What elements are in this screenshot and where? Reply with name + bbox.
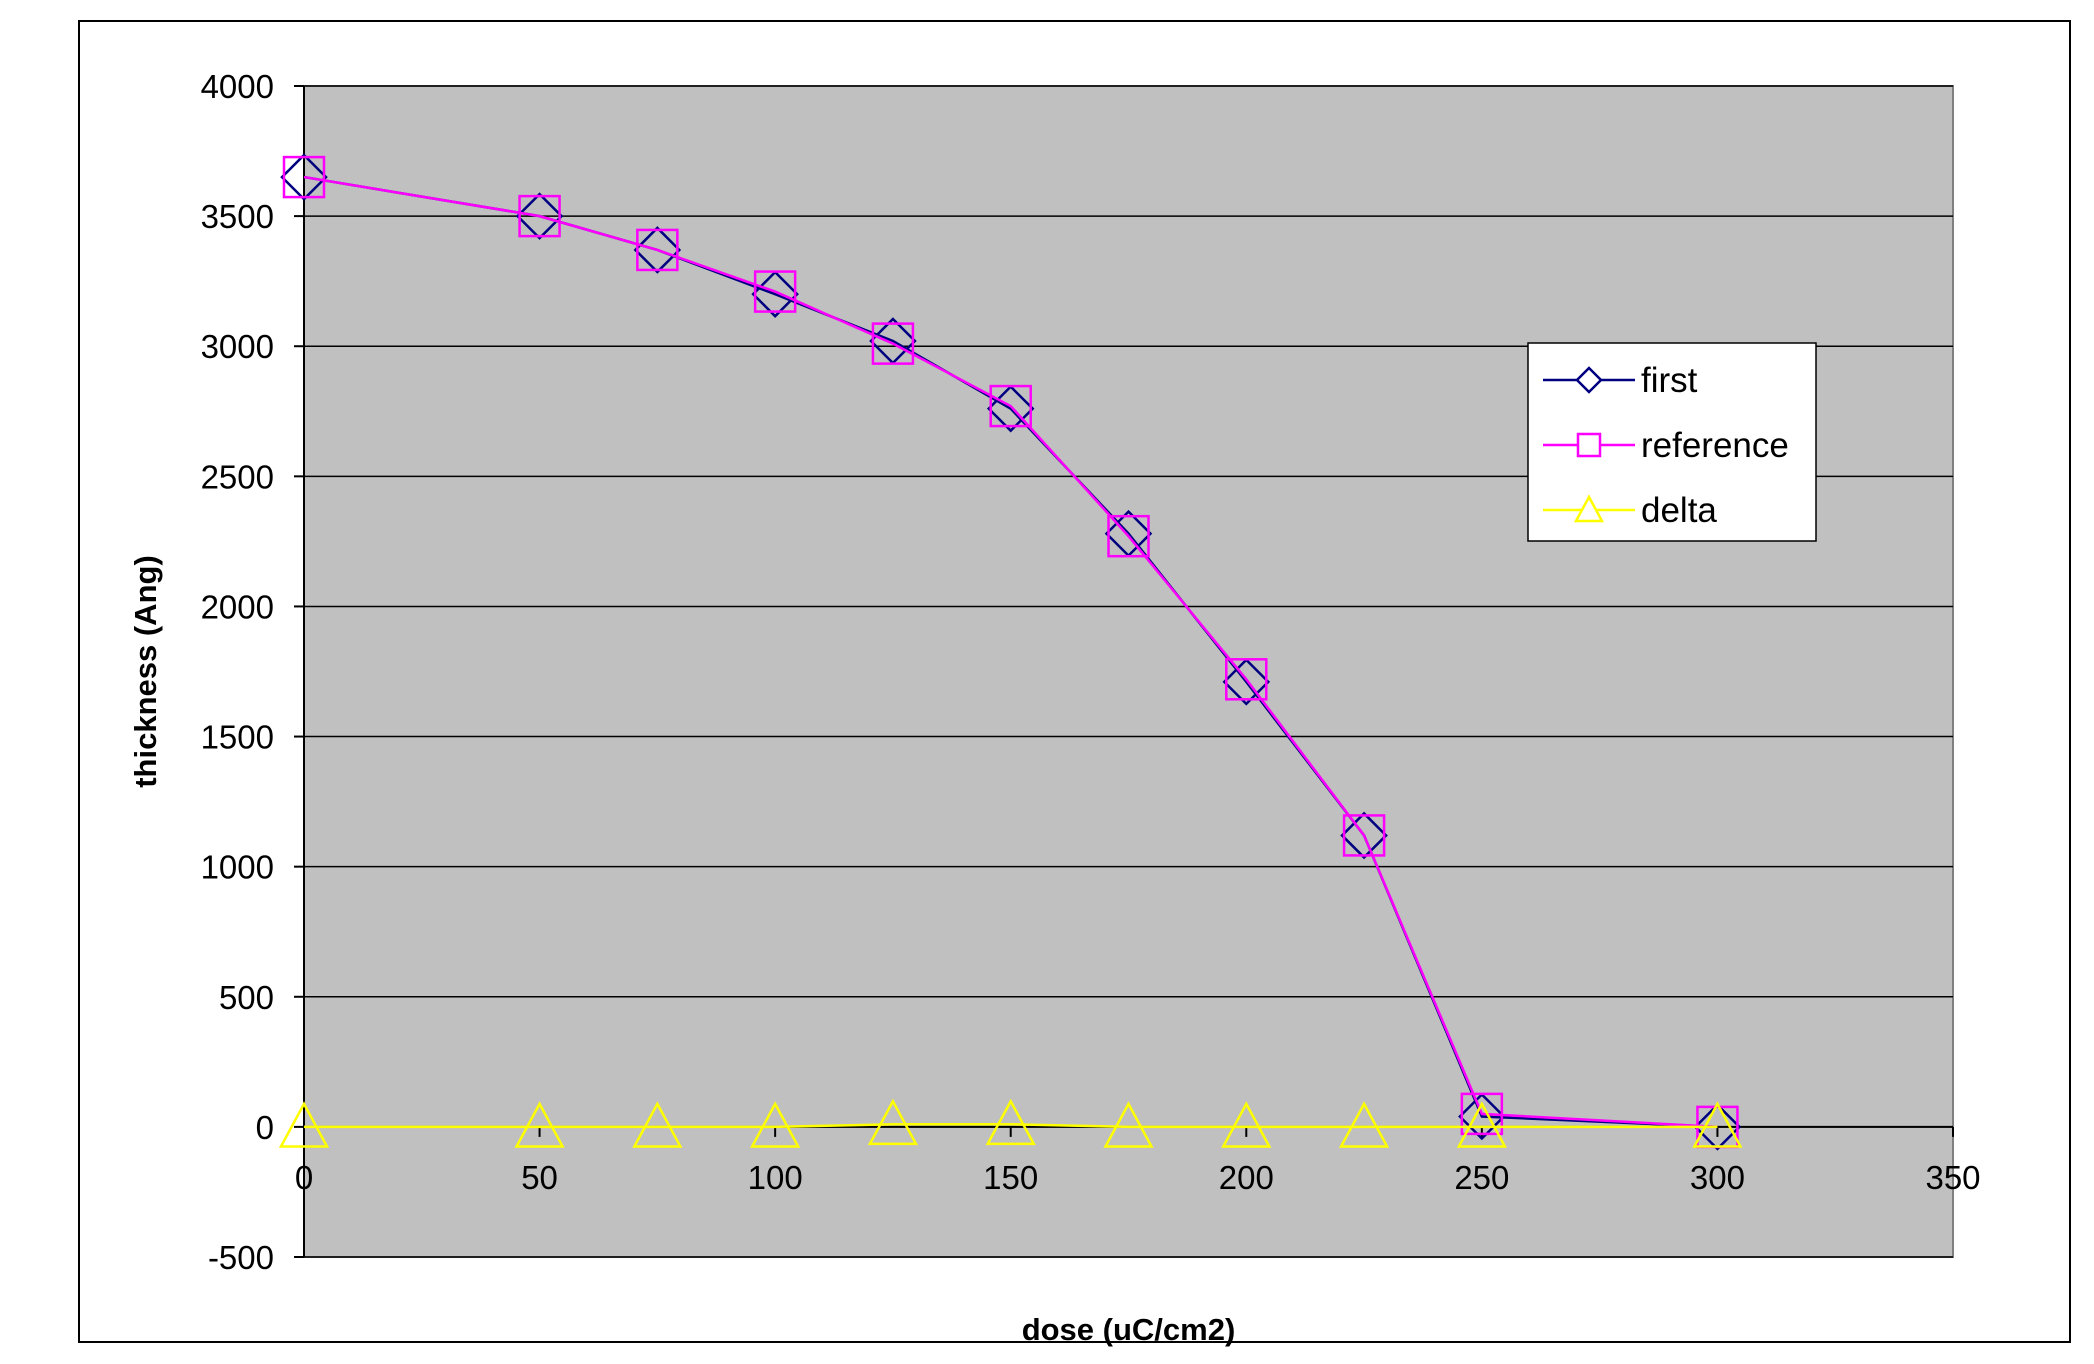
data-point-first	[1340, 811, 1388, 860]
series-line-delta	[304, 1123, 1718, 1129]
x-tick-label: 50	[521, 1159, 558, 1196]
data-point-first	[633, 226, 682, 274]
y-tick-label: 2000	[201, 588, 274, 625]
data-point-first	[1458, 1092, 1506, 1141]
y-tick-label: 1000	[201, 849, 274, 886]
axes: -500 0 500 1000 1500 2000 2500 3000 3500 4000 0 50 1…	[201, 68, 1981, 1276]
legend-box	[1527, 342, 1817, 542]
legend-item-reference: reference	[1543, 426, 1789, 465]
series-delta	[278, 1098, 1743, 1148]
data-point-reference	[518, 194, 561, 238]
legend: first reference delta	[1527, 342, 1817, 542]
y-tick-label: 2500	[201, 458, 274, 495]
data-point-reference	[1460, 1092, 1504, 1136]
x-tick-label: 200	[1219, 1159, 1274, 1196]
data-point-first	[280, 153, 328, 201]
legend-label: first	[1641, 361, 1698, 400]
data-point-reference	[636, 228, 679, 272]
data-point-delta	[750, 1101, 801, 1148]
y-tick-label: 1500	[201, 719, 274, 756]
x-tick-label: 0	[295, 1159, 313, 1196]
series-layer	[278, 153, 1743, 1151]
data-point-delta	[278, 1101, 330, 1148]
x-axis-title: dose (uC/cm2)	[1022, 1312, 1236, 1347]
x-tick-label: 300	[1690, 1159, 1745, 1196]
legend-label: reference	[1641, 426, 1789, 465]
data-point-delta	[1221, 1101, 1272, 1148]
legend-item-first: first	[1543, 361, 1698, 400]
data-point-delta	[867, 1098, 919, 1146]
data-point-reference	[871, 322, 915, 365]
y-tick-label: 3500	[201, 198, 274, 235]
data-point-delta	[632, 1101, 683, 1148]
y-axis-title: thickness (Ang)	[128, 555, 163, 788]
y-tick-label: 500	[219, 979, 274, 1016]
x-tick-label: 150	[983, 1159, 1038, 1196]
data-point-delta	[1338, 1101, 1390, 1148]
series-line-reference	[303, 175, 1718, 1129]
legend-label: delta	[1641, 491, 1717, 530]
data-point-delta	[985, 1098, 1036, 1146]
data-point-first	[986, 384, 1035, 433]
data-point-first	[1693, 1103, 1742, 1151]
data-point-delta	[514, 1101, 565, 1148]
x-tick-label: 100	[748, 1159, 803, 1196]
x-tick-label: 350	[1925, 1159, 1980, 1196]
legend-marker-triangle	[1573, 494, 1605, 523]
data-point-first	[1222, 658, 1271, 706]
data-point-reference	[1342, 814, 1386, 857]
data-point-delta	[1456, 1101, 1507, 1148]
data-point-delta	[1103, 1101, 1154, 1148]
plot-area	[303, 85, 1954, 1258]
data-point-reference	[1107, 514, 1150, 558]
legend-item-delta: delta	[1543, 491, 1717, 530]
y-tick-label: 4000	[201, 68, 274, 105]
legend-marker-diamond	[1575, 366, 1603, 394]
y-tick-label: -500	[208, 1239, 274, 1276]
data-point-first	[515, 192, 564, 240]
data-point-reference	[753, 270, 797, 313]
y-tick-label: 3000	[201, 328, 274, 365]
data-point-reference	[1225, 658, 1268, 701]
series-reference	[282, 155, 1739, 1149]
data-point-delta	[1692, 1101, 1743, 1148]
y-tick-label: 0	[256, 1109, 274, 1146]
data-point-reference	[989, 384, 1032, 428]
data-point-reference	[282, 155, 326, 199]
x-tick-label: 250	[1454, 1159, 1509, 1196]
legend-marker-square	[1576, 432, 1602, 458]
